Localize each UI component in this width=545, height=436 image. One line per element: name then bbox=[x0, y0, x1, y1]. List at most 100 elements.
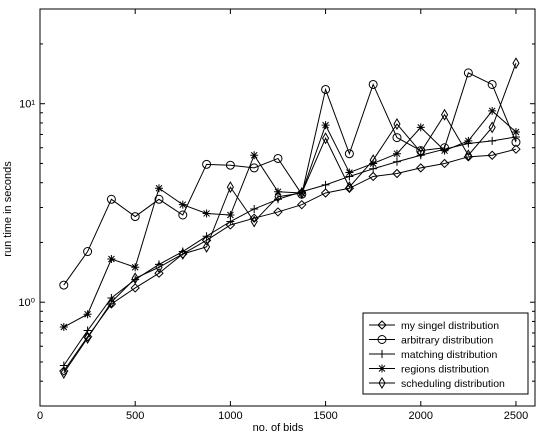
data-point-thin-diamond bbox=[60, 367, 68, 379]
legend-label: my singel distribution bbox=[401, 320, 499, 332]
legend-item: scheduling distribution bbox=[369, 377, 505, 390]
x-tick-label: 0 bbox=[37, 410, 43, 422]
data-point-circle bbox=[83, 247, 93, 257]
data-point-thin-diamond bbox=[131, 272, 139, 285]
data-point-thin-diamond bbox=[345, 181, 353, 194]
legend: my singel distribution arbitrary distribu… bbox=[362, 312, 529, 395]
data-point-thin-diamond bbox=[250, 215, 258, 228]
data-point-asterisk bbox=[178, 200, 187, 209]
x-tick-label: 2500 bbox=[504, 410, 528, 422]
data-point-thin-diamond bbox=[464, 149, 472, 162]
data-point-thin-diamond bbox=[226, 181, 234, 194]
data-point-circle bbox=[202, 159, 212, 169]
series-line bbox=[63, 110, 517, 328]
data-point-plus bbox=[250, 204, 259, 213]
legend-item: my singel distribution bbox=[369, 320, 499, 332]
data-point-circle bbox=[273, 153, 283, 163]
data-point-asterisk bbox=[511, 128, 520, 137]
data-point-plus bbox=[378, 350, 386, 358]
data-point-thin-diamond bbox=[203, 240, 211, 253]
data-point-asterisk bbox=[488, 106, 497, 115]
data-point-thin-diamond bbox=[369, 154, 377, 167]
data-point-circle bbox=[344, 149, 354, 159]
data-point-thin-diamond bbox=[298, 187, 306, 199]
legend-item: regions distribution bbox=[369, 364, 489, 376]
data-point-asterisk bbox=[83, 310, 92, 319]
data-point-plus bbox=[392, 157, 401, 166]
data-point-diamond bbox=[320, 188, 331, 198]
data-point-plus bbox=[321, 180, 330, 189]
series-group bbox=[59, 57, 521, 379]
data-point-asterisk bbox=[369, 159, 378, 168]
data-point-diamond bbox=[297, 199, 307, 210]
series-line bbox=[63, 63, 517, 374]
data-point-thin-diamond bbox=[378, 377, 386, 389]
data-point-diamond bbox=[154, 268, 164, 278]
x-tick-label: 1500 bbox=[313, 410, 337, 422]
data-point-thin-diamond bbox=[321, 132, 330, 145]
data-point-diamond bbox=[511, 144, 521, 154]
data-point-diamond bbox=[487, 150, 497, 160]
data-point-thin-diamond bbox=[179, 247, 187, 260]
legend-label: arbitrary distribution bbox=[401, 335, 493, 347]
data-point-plus bbox=[202, 232, 211, 241]
data-point-thin-diamond bbox=[84, 332, 92, 345]
data-point-thin-diamond bbox=[512, 57, 520, 70]
data-point-asterisk bbox=[226, 211, 235, 220]
x-tick-label: 1000 bbox=[218, 410, 242, 422]
data-point-circle bbox=[178, 210, 188, 220]
x-tick-label: 500 bbox=[126, 410, 144, 422]
y-axis-ticks: 10⁰ 10¹ bbox=[18, 8, 535, 407]
data-point-asterisk bbox=[154, 184, 163, 193]
data-point-circle bbox=[106, 194, 116, 204]
data-point-circle bbox=[377, 335, 387, 344]
data-point-asterisk bbox=[440, 146, 449, 155]
x-tick-label: 2000 bbox=[409, 410, 433, 422]
data-point-asterisk bbox=[345, 168, 354, 177]
data-point-circle bbox=[368, 79, 378, 89]
data-point-circle bbox=[154, 194, 164, 204]
series-2 bbox=[59, 68, 521, 290]
series-line bbox=[63, 72, 517, 286]
x-axis-label: no. of bids bbox=[253, 422, 304, 434]
data-point-diamond bbox=[377, 320, 387, 330]
data-point-asterisk bbox=[378, 364, 386, 373]
data-point-thin-diamond bbox=[440, 108, 449, 121]
legend-label: regions distribution bbox=[401, 364, 489, 376]
data-point-thin-diamond bbox=[417, 146, 425, 159]
data-point-diamond bbox=[439, 158, 450, 169]
data-point-asterisk bbox=[107, 255, 116, 264]
data-point-diamond bbox=[416, 163, 426, 173]
data-point-circle bbox=[225, 160, 235, 170]
data-point-circle bbox=[130, 212, 140, 222]
series-4 bbox=[59, 106, 520, 332]
y-tick-label: 10¹ bbox=[19, 99, 35, 111]
data-point-diamond bbox=[273, 207, 283, 217]
data-point-circle bbox=[249, 163, 259, 173]
legend-item: arbitrary distribution bbox=[369, 335, 493, 347]
data-point-asterisk bbox=[321, 121, 330, 130]
legend-item: matching distribution bbox=[369, 349, 497, 361]
data-point-thin-diamond bbox=[274, 190, 282, 203]
data-point-diamond bbox=[82, 332, 93, 342]
legend-label: scheduling distribution bbox=[401, 378, 505, 390]
data-point-diamond bbox=[392, 168, 402, 179]
data-point-asterisk bbox=[416, 123, 425, 132]
data-point-circle bbox=[321, 84, 331, 94]
data-point-plus bbox=[488, 136, 497, 145]
data-point-circle bbox=[392, 133, 402, 143]
data-point-circle bbox=[59, 280, 69, 290]
data-point-asterisk bbox=[464, 136, 473, 145]
data-point-diamond bbox=[130, 283, 140, 293]
y-tick-label: 10⁰ bbox=[18, 297, 35, 309]
y-axis-label: run time in seconds bbox=[2, 161, 14, 257]
series-5 bbox=[60, 57, 520, 379]
data-point-asterisk bbox=[131, 263, 140, 272]
data-point-circle bbox=[463, 68, 473, 78]
data-point-thin-diamond bbox=[393, 118, 401, 131]
x-axis-ticks: 0 500 1000 1500 2000 2500 bbox=[37, 9, 528, 422]
data-point-asterisk bbox=[202, 209, 211, 218]
data-point-asterisk bbox=[59, 323, 68, 332]
data-point-asterisk bbox=[392, 149, 401, 158]
